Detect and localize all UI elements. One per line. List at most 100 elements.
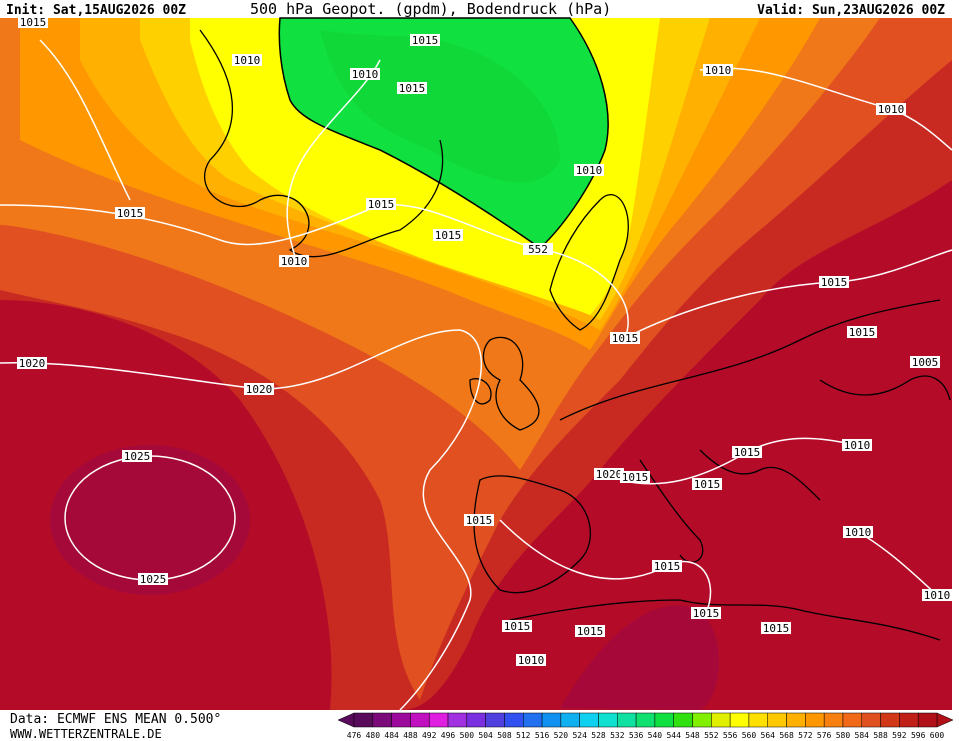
colorbar-swatch (711, 712, 731, 728)
isobar-label: 1015 (504, 620, 531, 633)
isobar-label: 1015 (694, 478, 721, 491)
isobar-label: 1005 (912, 356, 939, 369)
colorbar-label: 528 (591, 731, 606, 740)
isobar-label: 1015 (622, 471, 649, 484)
isobar-label: 1015 (20, 16, 47, 29)
isobar-label-box (574, 164, 604, 176)
init-text: Init: Sat,15AUG2026 00Z (6, 3, 186, 18)
colorbar-swatch (842, 712, 863, 728)
isobar-label-box (397, 82, 427, 94)
colorbar-swatch (635, 712, 656, 728)
colorbar-label: 484 (384, 731, 399, 740)
colorbar-label: 536 (629, 731, 644, 740)
colorbar-swatch (899, 712, 919, 728)
colorbar-label: 568 (779, 731, 794, 740)
isobar-label: 1015 (821, 276, 848, 289)
isobar-label-box (703, 64, 733, 76)
colorbar-label: 572 (798, 731, 813, 740)
isobar-label-box (594, 468, 624, 480)
isobar-label-box (232, 54, 262, 66)
isobar-label-box (244, 383, 274, 395)
colorbar-swatch (786, 712, 806, 728)
isobar-label-box (842, 439, 872, 451)
isobar-label: 1010 (576, 164, 603, 177)
colorbar-label: 480 (366, 731, 381, 740)
map-area (0, 17, 953, 711)
isobar-label: 1015 (466, 514, 493, 527)
colorbar-swatch (692, 712, 712, 728)
site-name: WWW.WETTERZENTRALE.DE (10, 727, 162, 741)
colorbar-swatch (823, 712, 844, 728)
isobar-label-box (761, 622, 791, 634)
colorbar-label: 512 (516, 731, 531, 740)
field-592-atlantic (50, 445, 250, 595)
map-title: 500 hPa Geopot. (gpdm), Bodendruck (hPa) (250, 0, 611, 18)
valid-text: Valid: Sun,23AUG2026 00Z (757, 3, 945, 18)
geopotential-label-box (523, 243, 553, 255)
isobar-label: 1015 (117, 207, 144, 220)
isobar-label-box (819, 276, 849, 288)
isobar-label: 1015 (412, 34, 439, 47)
colorbar-label: 564 (761, 731, 776, 740)
isobar-label-box (18, 16, 48, 28)
isobar-label: 1015 (399, 82, 426, 95)
isobar-label: 1015 (693, 607, 720, 620)
colorbar-swatch (767, 712, 787, 728)
colorbar-label: 588 (873, 731, 888, 740)
isobar-label-box (502, 620, 532, 632)
isobar-label-box (876, 103, 906, 115)
colorbar: 476 480 484 488 492 496 500 504 508 512 516 520 524 5… (337, 712, 954, 740)
colorbar-swatch (428, 712, 449, 728)
colorbar-label: 500 (460, 731, 475, 740)
colorbar-swatch (880, 712, 900, 728)
data-source: Data: ECMWF ENS MEAN 0.500° (10, 712, 221, 727)
colorbar-label: 532 (610, 731, 625, 740)
colorbar-label: 488 (403, 731, 418, 740)
colorbar-swatch (504, 712, 524, 728)
isobar-label-box (17, 357, 47, 369)
colorbar-label: 544 (666, 731, 681, 740)
isobar-label: 1015 (849, 326, 876, 339)
colorbar-swatch (447, 712, 468, 728)
colorbar-label: 556 (723, 731, 738, 740)
isobar-label: 1015 (763, 622, 790, 635)
colorbar-label: 576 (817, 731, 832, 740)
colorbar-swatch (729, 712, 750, 728)
colorbar-swatch (353, 712, 374, 728)
colorbar-label: 540 (648, 731, 663, 740)
field-592 (560, 605, 719, 710)
isobar-label-box (610, 332, 640, 344)
colorbar-label: 584 (855, 731, 870, 740)
isobar-label: 1015 (734, 446, 761, 459)
isobar-label-box (410, 34, 440, 46)
isobar-label: 1010 (352, 68, 379, 81)
isobar-label: 1015 (612, 332, 639, 345)
isobar-label-box (692, 478, 722, 490)
colorbar-label: 580 (836, 731, 851, 740)
isobar-label-box (350, 68, 380, 80)
colorbar-label: 592 (892, 731, 907, 740)
isobar-label: 1010 (878, 103, 905, 116)
isobar-label: 1015 (368, 198, 395, 211)
isobar-label-box (922, 589, 952, 601)
colorbar-label: 560 (742, 731, 757, 740)
colorbar-label: 524 (572, 731, 587, 740)
isobar-label: 1015 (435, 229, 462, 242)
geopotential-label: 552 (528, 243, 548, 256)
isobar-label-box (652, 560, 682, 572)
isobar-label: 1015 (577, 625, 604, 638)
colorbar-swatch (861, 712, 881, 728)
colorbar-label: 508 (497, 731, 512, 740)
colorbar-label: 596 (911, 731, 926, 740)
isobar-label: 1025 (124, 450, 151, 463)
isobar-label-box (279, 255, 309, 267)
isobar-label-box (433, 229, 463, 241)
colorbar-swatch (917, 712, 938, 728)
colorbar-swatch (541, 712, 562, 728)
isobar-label: 1010 (845, 526, 872, 539)
isobar-label-box (843, 526, 873, 538)
isobar-label: 1010 (518, 654, 545, 667)
isobar-label-box (516, 654, 546, 666)
colorbar-swatch (391, 712, 411, 728)
